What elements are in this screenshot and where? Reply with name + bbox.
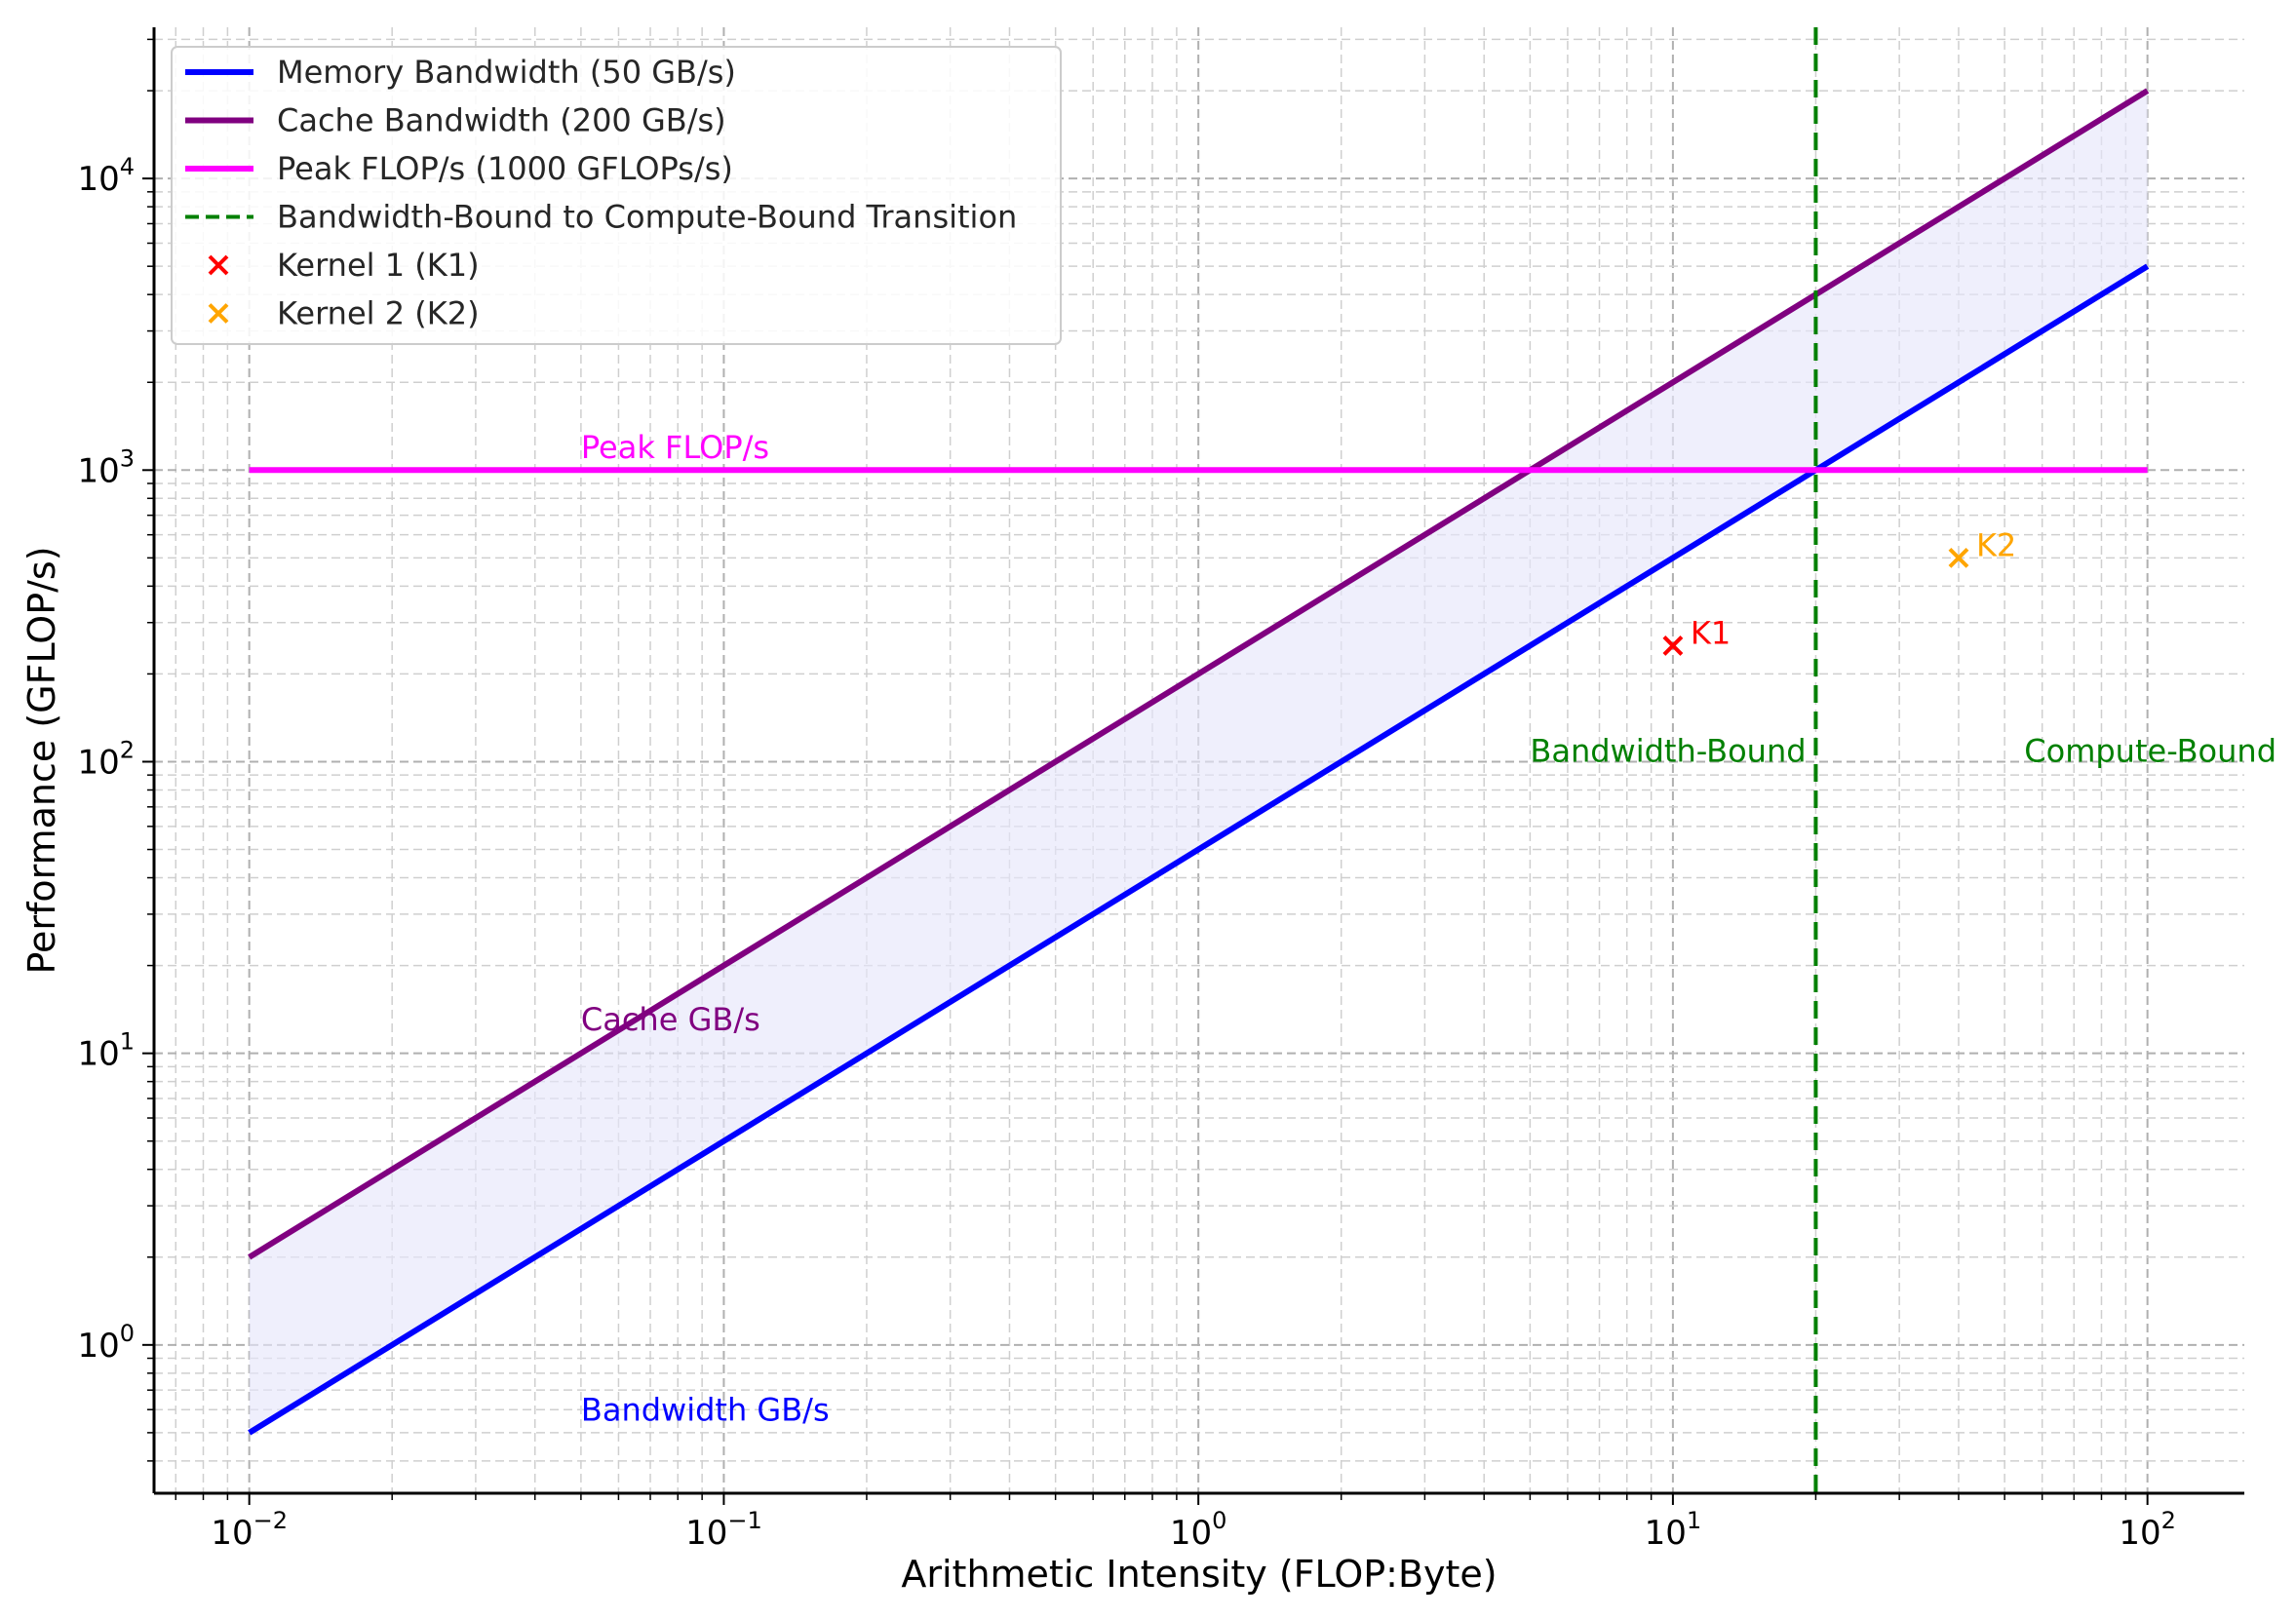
kernel-label-1: K1 xyxy=(1691,614,1731,651)
bandwidth-band-fill xyxy=(249,91,2148,1433)
x-tick-label-0: 10−2 xyxy=(211,1507,288,1553)
legend-swatch xyxy=(208,254,229,276)
legend-label-2: Peak FLOP/s (1000 GFLOPs/s) xyxy=(277,150,733,187)
legend-item-5: Kernel 2 (K2) xyxy=(208,295,480,332)
series-layer: K1 K2 xyxy=(248,27,2150,1493)
series-line-1 xyxy=(248,88,2150,1260)
series-line-0 xyxy=(248,263,2150,1436)
legend-swatch xyxy=(208,303,229,324)
annotation-0: Peak FLOP/s xyxy=(581,429,769,466)
legend-label-0: Memory Bandwidth (50 GB/s) xyxy=(277,54,736,91)
kernel-marker-2 xyxy=(1948,547,1969,568)
annotations: Peak FLOP/s Cache GB/s Bandwidth GB/s Bandw… xyxy=(581,429,2277,1429)
legend-item-2: Peak FLOP/s (1000 GFLOPs/s) xyxy=(185,150,733,187)
y-tick-label-4: 104 xyxy=(77,153,135,199)
legend-item-4: Kernel 1 (K1) xyxy=(208,247,480,284)
kernel-label-2: K2 xyxy=(1976,526,2016,563)
kernel-marker-1 xyxy=(1662,636,1684,656)
x-tick-label-3: 101 xyxy=(1645,1507,1702,1553)
legend-label-3: Bandwidth-Bound to Compute-Bound Transit… xyxy=(277,199,1017,236)
annotation-4: Compute-Bound xyxy=(2024,732,2277,769)
legend-item-0: Memory Bandwidth (50 GB/s) xyxy=(185,54,736,91)
x-tick-label-2: 100 xyxy=(1170,1507,1227,1553)
y-tick-label-1: 101 xyxy=(77,1028,135,1074)
legend-label-1: Cache Bandwidth (200 GB/s) xyxy=(277,102,726,139)
x-axis-title: Arithmetic Intensity (FLOP:Byte) xyxy=(901,1553,1497,1596)
y-tick-label-2: 102 xyxy=(77,736,135,782)
x-axis-ticks: 10−2 10−1 100 101 102 xyxy=(175,1493,2176,1553)
x-tick-label-1: 10−1 xyxy=(685,1507,762,1553)
x-tick-label-4: 102 xyxy=(2119,1507,2176,1553)
annotation-1: Cache GB/s xyxy=(581,1001,760,1038)
y-axis-title: Performance (GFLOP/s) xyxy=(20,546,63,974)
legend-items: Memory Bandwidth (50 GB/s) Cache Bandwidt… xyxy=(185,54,1017,332)
legend-label-5: Kernel 2 (K2) xyxy=(277,295,480,332)
legend-box xyxy=(171,46,1062,345)
y-tick-label-3: 103 xyxy=(77,444,135,490)
y-axis-ticks: 100 101 102 103 104 xyxy=(77,38,154,1462)
annotation-3: Bandwidth-Bound xyxy=(1530,732,1806,769)
y-tick-label-0: 100 xyxy=(77,1320,135,1366)
marker-stroke xyxy=(1948,547,1969,568)
legend-item-1: Cache Bandwidth (200 GB/s) xyxy=(185,102,726,139)
marker-stroke xyxy=(1662,636,1684,656)
annotation-2: Bandwidth GB/s xyxy=(581,1392,830,1429)
legend-label-4: Kernel 1 (K1) xyxy=(277,247,480,284)
legend: Memory Bandwidth (50 GB/s) Cache Bandwidt… xyxy=(171,46,1062,345)
legend-item-3: Bandwidth-Bound to Compute-Bound Transit… xyxy=(185,199,1017,236)
